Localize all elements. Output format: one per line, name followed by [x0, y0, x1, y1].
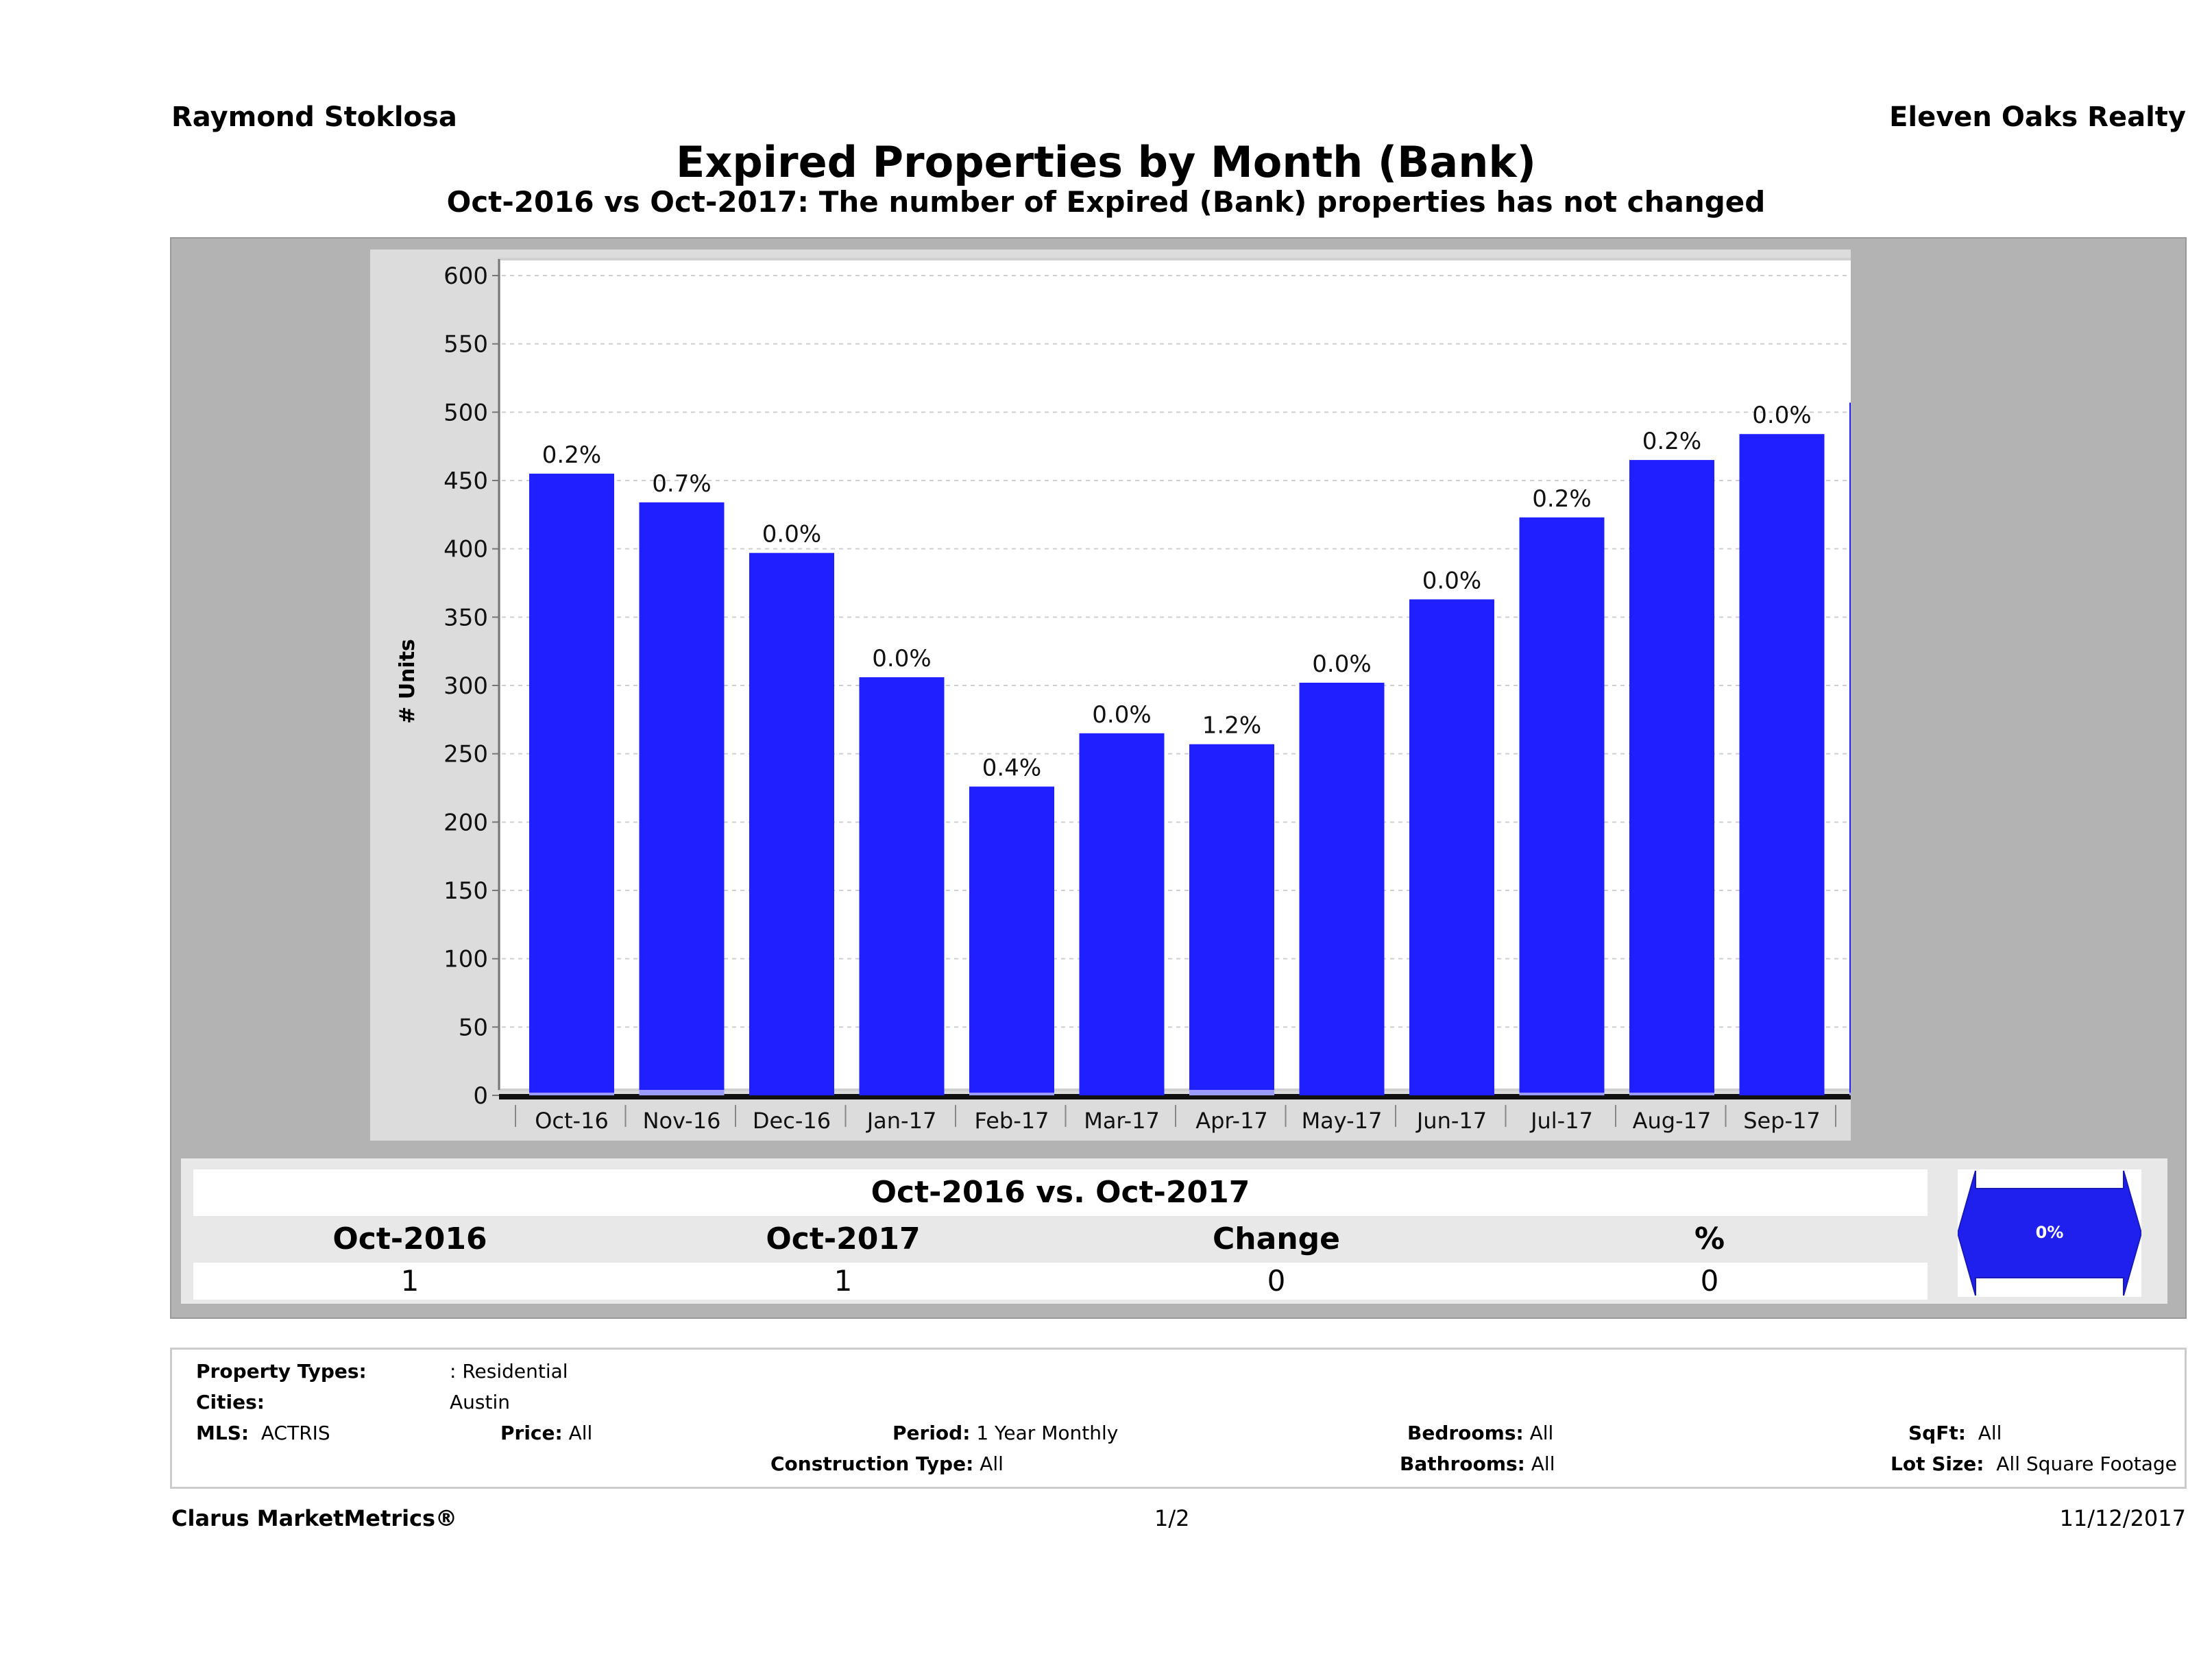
x-tick-label: Sep-17: [1743, 1108, 1821, 1134]
y-tick-label: 350: [443, 604, 488, 631]
filter-bathrooms: Bathrooms: All: [1400, 1452, 1555, 1475]
bar: [1189, 744, 1274, 1095]
data-label: 1.2%: [1202, 712, 1261, 740]
filter-cities-value: Austin: [450, 1391, 510, 1413]
bar: [1409, 599, 1494, 1095]
comparison-value-from: 1: [400, 1264, 420, 1298]
bar: [749, 552, 834, 1095]
bar: [969, 786, 1054, 1095]
change-indicator: 0%: [1956, 1169, 2143, 1297]
brokerage-name: Eleven Oaks Realty: [1889, 101, 2186, 133]
y-tick-label: 150: [443, 877, 488, 905]
data-label: 0.0%: [1312, 650, 1371, 678]
x-axis-line: [499, 1094, 1851, 1099]
y-tick-label: 250: [443, 741, 488, 768]
bar: [1079, 733, 1165, 1095]
data-label: 0.2%: [542, 441, 601, 469]
comparison-header-from: Oct-2016: [332, 1221, 487, 1256]
x-tick-label: Nov-16: [643, 1108, 721, 1134]
x-tick-label: Feb-17: [975, 1108, 1049, 1134]
y-tick-label: 600: [443, 263, 488, 290]
filter-cities: Cities:: [196, 1391, 265, 1413]
x-tick-label: Jun-17: [1415, 1108, 1487, 1134]
y-tick-label: 550: [443, 331, 488, 358]
comparison-title: Oct-2016 vs. Oct-2017: [193, 1169, 1928, 1216]
comparison-value-change: 0: [1267, 1264, 1286, 1298]
data-label: 0.4%: [982, 755, 1041, 782]
comparison-header-to: Oct-2017: [766, 1221, 921, 1256]
filter-lot-size: Lot Size: All Square Footage: [1891, 1452, 2177, 1475]
filter-property-types: Property Types:: [196, 1360, 367, 1383]
data-label: 0.0%: [1092, 701, 1151, 729]
bank-bar: [1849, 1093, 1851, 1095]
data-label: 0.0%: [1752, 402, 1811, 429]
x-tick-label: Dec-16: [753, 1108, 831, 1134]
data-label: 0.0%: [1422, 567, 1481, 594]
chart-subtitle: Oct-2016 vs Oct-2017: The number of Expi…: [446, 185, 1766, 219]
y-tick-label: 500: [443, 399, 488, 426]
data-label: 0.0%: [762, 521, 821, 548]
x-tick-label: Aug-17: [1633, 1108, 1712, 1134]
x-tick-label: Mar-17: [1084, 1108, 1160, 1134]
bar: [1629, 460, 1714, 1095]
filter-construction-type: Construction Type: All: [770, 1452, 1004, 1475]
comparison-value-percent: 0: [1700, 1264, 1719, 1298]
filter-price: Price: All: [500, 1422, 593, 1444]
x-tick-label: Jan-17: [866, 1108, 937, 1134]
y-tick-label: 400: [443, 536, 488, 563]
comparison-value-row: [193, 1263, 1928, 1300]
comparison-header-percent: %: [1694, 1221, 1725, 1256]
data-label: 0.7%: [652, 470, 711, 498]
y-tick-label: 450: [443, 467, 488, 495]
filter-bedrooms: Bedrooms: All: [1407, 1422, 1554, 1444]
comparison-value-to: 1: [834, 1264, 853, 1298]
bar: [1519, 517, 1605, 1095]
data-label: 0.2%: [1642, 428, 1701, 455]
filter-summary: [170, 1348, 2187, 1489]
y-tick-label: 50: [459, 1014, 488, 1041]
agent-name: Raymond Stoklosa: [171, 101, 457, 133]
change-indicator-label: 0%: [2036, 1223, 2064, 1242]
filter-sqft: SqFt: All: [1908, 1422, 2002, 1444]
bar: [1299, 683, 1385, 1095]
y-tick-label: 0: [473, 1082, 488, 1110]
filter-mls: MLS: ACTRIS: [196, 1422, 330, 1444]
bar: [529, 474, 614, 1095]
bar: [859, 677, 945, 1095]
x-tick-label: Oct-16: [535, 1108, 609, 1134]
bank-bar: [639, 1090, 725, 1095]
double-arrow-icon: 0%: [1956, 1170, 2143, 1296]
bank-bar: [529, 1093, 614, 1095]
y-axis-label: # Units: [396, 639, 420, 724]
footer-brand: Clarus MarketMetrics®: [171, 1505, 458, 1531]
y-tick-label: 100: [443, 946, 488, 973]
y-tick-label: 300: [443, 672, 488, 700]
bank-bar: [1629, 1093, 1714, 1095]
filter-property-types-value: : Residential: [450, 1360, 568, 1383]
bank-bar: [1519, 1093, 1605, 1095]
data-label: 0.0%: [872, 645, 931, 672]
x-tick-label: Apr-17: [1195, 1108, 1268, 1134]
y-tick-label: 200: [443, 809, 488, 836]
data-label: 0.2%: [1532, 485, 1591, 513]
filter-period: Period: 1 Year Monthly: [892, 1422, 1119, 1444]
footer-date: 11/12/2017: [2059, 1505, 2186, 1531]
x-tick-label: May-17: [1302, 1108, 1383, 1134]
footer-page: 1/2: [1154, 1505, 1190, 1531]
bank-bar: [1189, 1090, 1274, 1095]
x-tick-label: Jul-17: [1529, 1108, 1593, 1134]
bar: [1739, 434, 1825, 1095]
chart-title: Expired Properties by Month (Bank): [676, 137, 1536, 187]
bar: [639, 502, 725, 1095]
bar: [1849, 402, 1851, 1095]
comparison-header-change: Change: [1213, 1221, 1340, 1256]
bar-chart: 0 50 100 150 200 250 300 350 400 450 500 550 600 0.2…: [396, 258, 1851, 1134]
bank-bar: [969, 1093, 1054, 1095]
